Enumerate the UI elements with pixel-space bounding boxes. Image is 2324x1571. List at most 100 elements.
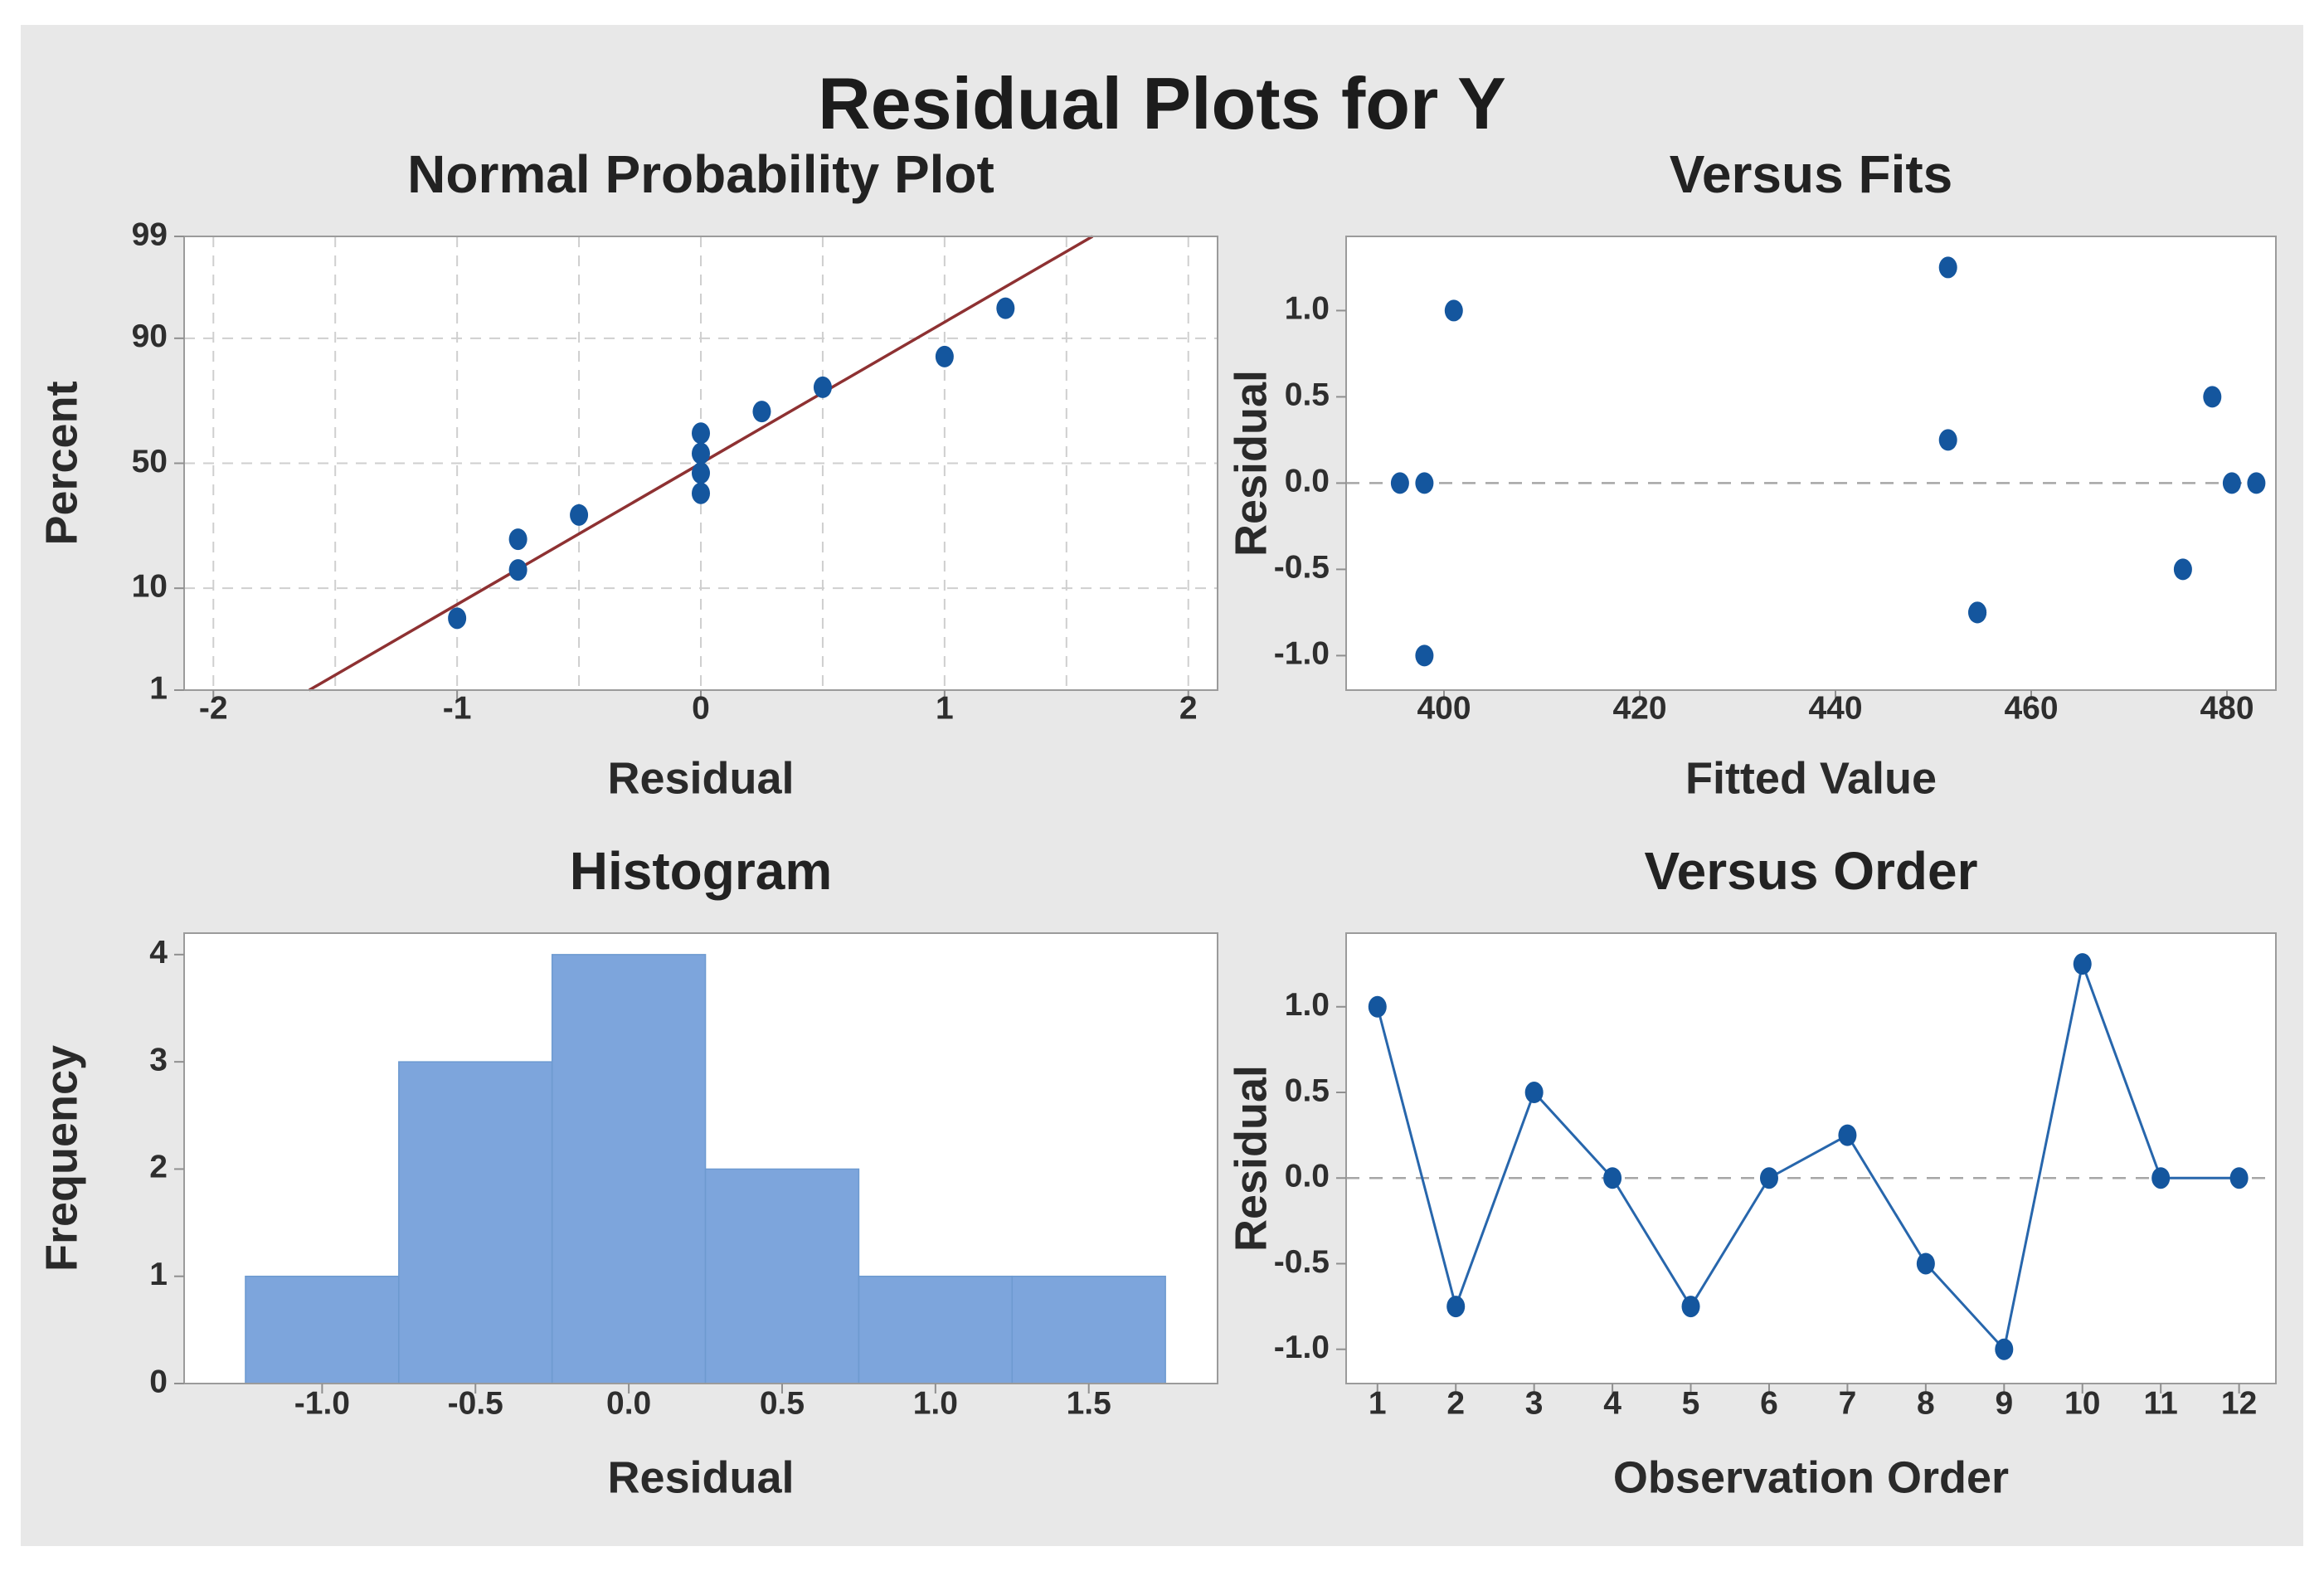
x-tick-label: 5 [1682, 1385, 1700, 1421]
chart-hist: -1.0 -0.5 0.0 0.5 1.0 1.5 0 1 2 3 4 Histogram Residu… [36, 841, 1218, 1502]
x-tick-label: 9 [1995, 1385, 2013, 1421]
y-tick-label: 1 [149, 1257, 168, 1292]
y-tick-label: -1.0 [1274, 1330, 1330, 1365]
x-tick-label: 0 [692, 690, 710, 726]
x-tick-label: 10 [2064, 1385, 2100, 1421]
figure-title: Residual Plots for Y [818, 62, 1506, 144]
data-points [1390, 256, 2266, 667]
x-tick-label: -1 [443, 690, 472, 726]
plot-border [183, 932, 1218, 1384]
y-tick-label: 0 [149, 1364, 168, 1399]
data-point [1995, 1338, 2014, 1360]
chart-npp: -2 -1 0 1 2 1 10 50 90 99 Normal Probability Plot R… [36, 144, 1218, 803]
data-point [692, 442, 710, 464]
data-point [2222, 472, 2241, 494]
plot-border [1345, 932, 2277, 1384]
chart-title: Versus Fits [1670, 144, 1953, 204]
y-tick-label: 0.5 [1285, 1072, 1330, 1108]
series-line [1376, 959, 2239, 1352]
histogram-bar [1011, 1275, 1166, 1384]
x-axis-label: Fitted Value [1685, 753, 1937, 803]
data-point [1759, 1167, 1778, 1189]
histogram-bar [858, 1275, 1014, 1384]
y-tick-label: 0.0 [1285, 464, 1330, 499]
y-tick-label: 4 [149, 935, 168, 970]
y-tick-label: 90 [132, 319, 168, 354]
data-point [1415, 644, 1434, 667]
y-axis-label: Residual [1226, 370, 1276, 557]
chart-title: Normal Probability Plot [407, 144, 994, 204]
data-point [752, 401, 771, 423]
x-tick-label: 480 [2200, 690, 2254, 726]
data-point [2173, 558, 2192, 581]
x-axis-label: Observation Order [1613, 1452, 2009, 1502]
y-tick-label: 50 [132, 444, 168, 479]
plot-border [1345, 236, 2277, 691]
y-tick-label: 3 [149, 1042, 168, 1077]
data-point [1444, 299, 1463, 322]
data-point [508, 528, 528, 551]
chart-title: Versus Order [1645, 841, 1978, 901]
data-point [1681, 1296, 1700, 1318]
data-point [1390, 472, 1409, 494]
y-axis-label: Frequency [36, 1045, 86, 1272]
data-point [1446, 1296, 1466, 1318]
data-point [2247, 472, 2266, 494]
x-tick-label: 1.0 [913, 1385, 958, 1421]
x-tick-label: 440 [1808, 690, 1862, 726]
x-axis-label: Residual [607, 1452, 794, 1502]
y-tick-label: 1.0 [1285, 987, 1330, 1023]
x-tick-label: 2 [1446, 1385, 1465, 1421]
x-tick-label: 6 [1760, 1385, 1778, 1421]
x-tick-label: 1.5 [1067, 1385, 1111, 1421]
data-point [692, 482, 710, 504]
x-tick-label: 0.0 [606, 1385, 651, 1421]
data-points [1368, 953, 2249, 1360]
data-point [1524, 1082, 1544, 1104]
y-tick-label: 1.0 [1285, 291, 1330, 327]
x-tick-label: 3 [1525, 1385, 1544, 1421]
y-tick-label: -1.0 [1274, 636, 1330, 672]
data-point [1368, 995, 1387, 1018]
x-tick-label: 420 [1612, 690, 1666, 726]
data-points [448, 297, 1015, 630]
chart-title: Histogram [570, 841, 833, 901]
x-tick-label: 2 [1179, 690, 1198, 726]
data-point [996, 297, 1015, 319]
x-tick-label: -0.5 [448, 1385, 503, 1421]
x-tick-label: 460 [2004, 690, 2058, 726]
x-tick-label: 7 [1839, 1385, 1857, 1421]
data-point [2151, 1167, 2171, 1189]
x-tick-label: 400 [1417, 690, 1471, 726]
chart-vfits: 400 420 440 460 480 -1.0 -0.5 0.0 0.5 1.0 Versus F… [1226, 144, 2277, 803]
data-point [692, 462, 710, 484]
plot-area [1346, 236, 2276, 690]
data-point [1603, 1167, 1622, 1189]
y-tick-label: 2 [149, 1150, 168, 1185]
y-axis-label: Residual [1226, 1065, 1276, 1252]
x-tick-label: -2 [199, 690, 228, 726]
y-tick-label: 0.5 [1285, 377, 1330, 413]
x-tick-label: 0.5 [760, 1385, 805, 1421]
histogram-bar [704, 1168, 860, 1384]
y-tick-label: 10 [132, 568, 168, 604]
data-point [1916, 1252, 1935, 1275]
data-point [1968, 601, 1987, 624]
data-point [935, 345, 954, 367]
y-tick-label: 1 [149, 670, 168, 706]
y-tick-label: -0.5 [1274, 1244, 1330, 1280]
x-tick-label: 1 [1369, 1385, 1387, 1421]
data-point [448, 607, 467, 630]
y-tick-label: 99 [132, 216, 168, 252]
data-point [813, 376, 832, 398]
plot-area [1346, 933, 2276, 1384]
y-tick-label: 0.0 [1285, 1159, 1330, 1194]
data-point [1415, 472, 1434, 494]
histogram-bars [245, 954, 1166, 1384]
x-tick-label: 4 [1603, 1385, 1621, 1421]
data-point [692, 422, 710, 445]
y-tick-label: -0.5 [1274, 550, 1330, 586]
y-axis-label: Percent [36, 381, 86, 545]
